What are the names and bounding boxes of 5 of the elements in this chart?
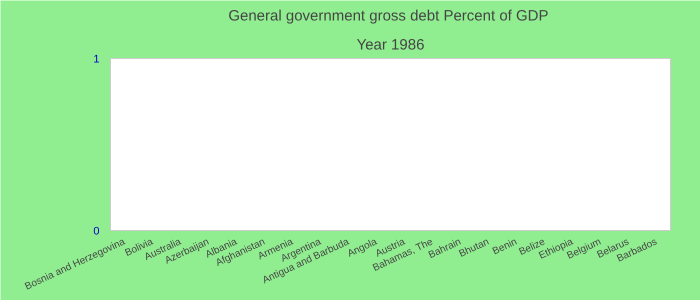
chart-title: General government gross debt Percent of GDP — [228, 8, 549, 24]
chart-subtitle: Year 1986 — [356, 36, 424, 54]
x-tick-label: Benin — [490, 236, 519, 258]
y-tick-label: 1 — [93, 54, 100, 66]
y-tick-label: 0 — [93, 226, 100, 238]
